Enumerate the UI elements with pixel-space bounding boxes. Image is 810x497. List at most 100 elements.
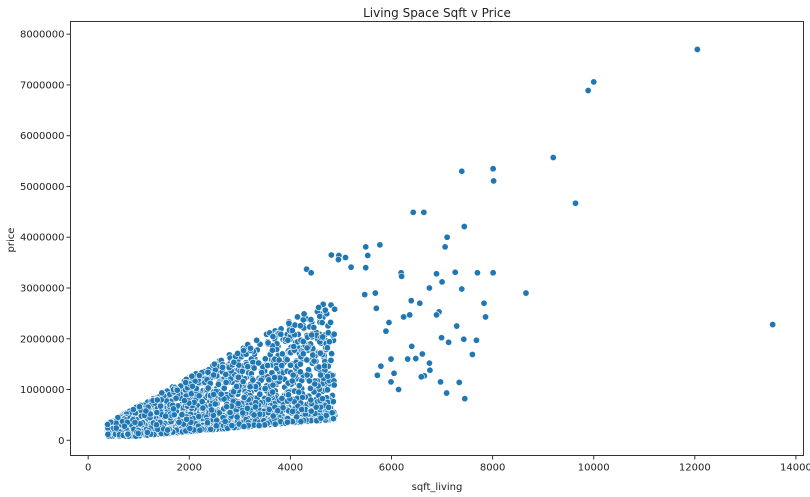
scatter-point [230, 358, 238, 366]
scatter-point [293, 413, 301, 421]
scatter-point [328, 350, 336, 358]
scatter-point [412, 355, 420, 363]
scatter-point [240, 393, 248, 401]
scatter-point [438, 334, 446, 342]
scatter-point [298, 406, 306, 414]
scatter-point [188, 382, 196, 390]
scatter-point [307, 269, 315, 277]
scatter-point [317, 414, 325, 422]
scatter-point [425, 284, 433, 292]
scatter-point [315, 303, 323, 311]
scatter-point [438, 278, 446, 286]
x-tick-label: 12000 [679, 463, 711, 474]
y-axis-title: price [6, 228, 17, 253]
x-tick-label: 4000 [278, 463, 303, 474]
scatter-point [327, 318, 335, 326]
scatter-point [323, 386, 331, 394]
scatter-point [207, 425, 215, 433]
scatter-point [329, 398, 337, 406]
scatter-point [303, 371, 311, 379]
scatter-point [264, 396, 272, 404]
scatter-point [134, 429, 142, 437]
scatter-point [279, 404, 287, 412]
scatter-point [490, 177, 498, 185]
scatter-point [210, 390, 218, 398]
scatter-point [400, 313, 408, 321]
scatter-point [361, 291, 369, 299]
scatter-point [164, 426, 172, 434]
scatter-point [269, 381, 277, 389]
scatter-point [311, 380, 319, 388]
scatter-point [251, 403, 259, 411]
scatter-point [196, 426, 204, 434]
scatter-point [112, 424, 120, 432]
scatter-point [590, 78, 598, 86]
scatter-point [268, 346, 276, 354]
scatter-point [256, 410, 264, 418]
scatter-point [489, 165, 497, 173]
scatter-point [234, 400, 242, 408]
scatter-point [325, 403, 333, 411]
scatter-point [170, 411, 178, 419]
scatter-point [297, 418, 305, 426]
scatter-point [284, 336, 292, 344]
scatter-point [256, 390, 264, 398]
scatter-point [522, 289, 530, 297]
y-tick-label: 8000000 [20, 30, 65, 41]
scatter-point [186, 424, 194, 432]
scatter-point [182, 379, 190, 387]
scatter-point [289, 371, 297, 379]
scatter-point [443, 389, 451, 397]
scatter-point [362, 264, 370, 272]
scatter-point [183, 415, 191, 423]
scatter-point [409, 208, 417, 216]
scatter-point [104, 421, 112, 429]
scatter-point [416, 299, 424, 307]
scatter-point [243, 404, 251, 412]
scatter-point [364, 252, 372, 260]
scatter-point [321, 306, 329, 314]
scatter-point [445, 338, 453, 346]
scatter-point [319, 333, 327, 341]
scatter-point [180, 397, 188, 405]
scatter-point [264, 362, 272, 370]
scatter-point [572, 199, 580, 207]
scatter-point [226, 409, 234, 417]
scatter-point [277, 330, 285, 338]
scatter-point [418, 350, 426, 358]
x-tick-label: 14000 [780, 463, 810, 474]
scatter-point [271, 420, 279, 428]
scatter-point [208, 406, 216, 414]
scatter-point [306, 384, 314, 392]
x-tick-label: 0 [85, 463, 91, 474]
scatter-point [269, 388, 277, 396]
scatter-point [342, 254, 350, 262]
scatter-point [129, 406, 137, 414]
scatter-point [408, 342, 416, 350]
scatter-point [300, 310, 308, 318]
scatter-point [283, 418, 291, 426]
scatter-point [460, 335, 468, 343]
scatter-point [239, 409, 247, 417]
scatter-point [425, 359, 433, 367]
scatter-point [382, 327, 390, 335]
scatter-point [437, 378, 445, 386]
scatter-point [214, 380, 222, 388]
scatter-point [330, 330, 338, 338]
scatter-point [295, 388, 303, 396]
scatter-point [153, 396, 161, 404]
scatter-point [204, 384, 212, 392]
scatter-point [188, 372, 196, 380]
scatter-point [308, 331, 316, 339]
chart-title: Living Space Sqft v Price [363, 6, 511, 20]
scatter-point [327, 356, 335, 364]
scatter-point [223, 403, 231, 411]
scatter-point [372, 304, 380, 312]
scatter-point [195, 392, 203, 400]
scatter-point [233, 382, 241, 390]
scatter-point [246, 383, 254, 391]
scatter-point [549, 154, 557, 162]
scatter-point [315, 363, 323, 371]
scatter-point [195, 412, 203, 420]
scatter-point [460, 223, 468, 231]
